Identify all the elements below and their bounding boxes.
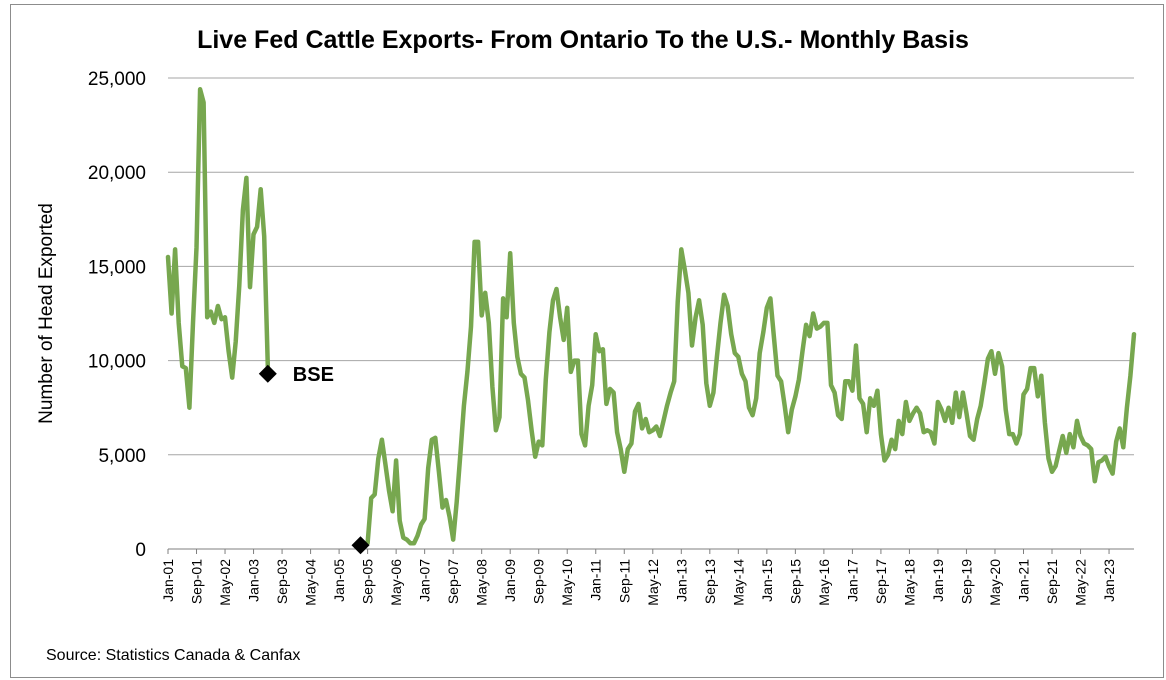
x-tick-label: Jan-01 [160, 559, 176, 602]
x-tick-label: Sep-03 [274, 559, 290, 604]
x-tick-label: Jan-19 [930, 559, 946, 602]
x-tick-label: May-18 [901, 559, 917, 606]
x-tick-label: Jan-03 [246, 559, 262, 602]
source-note: Source: Statistics Canada & Canfax [46, 647, 301, 664]
x-tick-label: May-04 [303, 559, 319, 606]
x-tick-label: Sep-17 [873, 559, 889, 604]
chart-title: Live Fed Cattle Exports- From Ontario To… [197, 26, 969, 54]
x-tick-label: Sep-13 [702, 559, 718, 604]
x-tick-label: May-16 [816, 559, 832, 606]
x-tick-label: May-12 [645, 559, 661, 606]
x-tick-label: Jan-21 [1015, 559, 1031, 602]
x-tick-label: Jan-11 [588, 559, 604, 601]
x-tick-label: May-10 [559, 559, 575, 606]
x-tick-label: Jan-13 [673, 559, 689, 602]
x-tick-label: Jan-23 [1101, 559, 1117, 602]
x-tick-label: Sep-01 [189, 559, 205, 604]
y-tick-label: 15,000 [88, 257, 146, 278]
x-tick-label: May-20 [987, 559, 1003, 606]
marker-label: BSE [293, 364, 334, 386]
x-tick-label: May-08 [474, 559, 490, 606]
y-tick-label: 20,000 [88, 163, 146, 184]
x-tick-label: Jan-05 [331, 559, 347, 602]
x-tick-label: Jan-15 [759, 559, 775, 602]
y-tick-label: 0 [135, 540, 146, 561]
x-tick-label: May-14 [730, 559, 746, 606]
x-tick-label: Sep-07 [445, 559, 461, 604]
x-tick-label: May-06 [388, 559, 404, 606]
x-tick-label: Sep-09 [531, 559, 547, 604]
y-axis-label: Number of Head Exported [36, 203, 57, 424]
diamond-marker [258, 364, 277, 383]
x-tick-label: Sep-19 [958, 559, 974, 604]
x-tick-label: Jan-17 [844, 559, 860, 602]
x-tick-label: Jan-09 [502, 559, 518, 602]
y-tick-label: 10,000 [88, 352, 146, 373]
y-tick-label: 25,000 [88, 69, 146, 90]
series-line [165, 87, 1137, 546]
y-tick-label: 5,000 [98, 446, 146, 467]
x-tick-label: Sep-05 [360, 559, 376, 604]
x-tick-label: Jan-07 [417, 559, 433, 602]
x-tick-label: May-02 [217, 559, 233, 606]
x-tick-label: Sep-21 [1044, 559, 1060, 604]
x-tick-label: May-22 [1073, 559, 1089, 606]
x-tick-label: Sep-11 [616, 559, 632, 603]
diamond-marker [351, 536, 370, 555]
x-tick-label: Sep-15 [787, 559, 803, 604]
